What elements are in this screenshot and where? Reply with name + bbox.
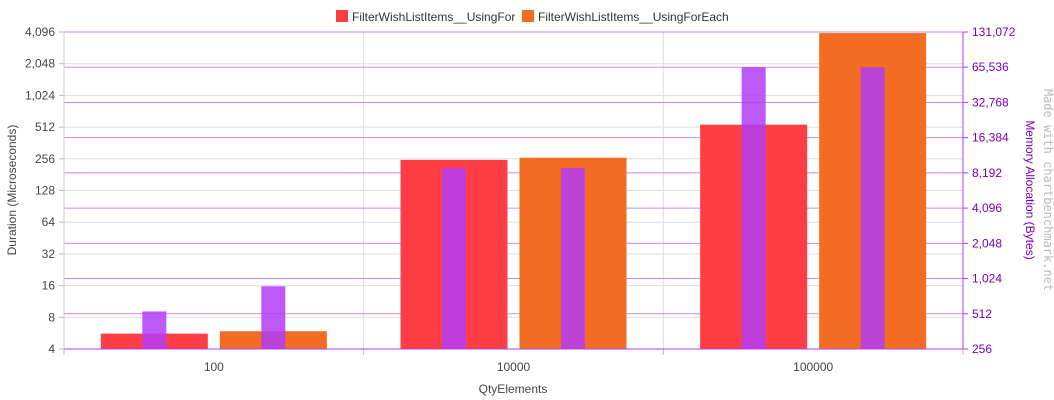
bars: [100, 33, 927, 350]
y-tick-label: 256: [35, 152, 55, 166]
x-tick-label: 10000: [497, 360, 531, 374]
y2-axis-title: Memory Allocation (Bytes): [1023, 120, 1037, 259]
watermark: Made with chartbenchmark.net: [1041, 89, 1054, 291]
y-tick-label: 2,048: [25, 57, 55, 71]
y2-tick-label: 1,024: [972, 272, 1002, 286]
y2-tick-label: 131,072: [972, 25, 1016, 39]
y2-tick-label: 32,768: [972, 95, 1009, 109]
legend-label-series-1[interactable]: FilterWishListItems__UsingFor: [352, 10, 515, 24]
memory-bar-series-2: [261, 286, 286, 349]
y2-tick-label: 8,192: [972, 166, 1002, 180]
y-tick-label: 8: [48, 310, 55, 324]
y-tick-label: 1,024: [25, 88, 55, 102]
x-tick-label: 100: [204, 360, 224, 374]
memory-bar-series-1: [741, 67, 766, 349]
y-tick-label: 4: [48, 342, 55, 356]
y2-tick-label: 16,384: [972, 131, 1009, 145]
y2-tick-label: 65,536: [972, 60, 1009, 74]
y2-tick-label: 512: [972, 307, 992, 321]
y2-tick-label: 4,096: [972, 201, 1002, 215]
y-tick-label: 16: [42, 279, 56, 293]
y2-tick-label: 256: [972, 342, 992, 356]
legend-swatch-series-1[interactable]: [336, 10, 348, 22]
y-axis-title: Duration (Microseconds): [5, 125, 19, 256]
legend: FilterWishListItems__UsingFor FilterWish…: [336, 10, 729, 24]
y-tick-label: 64: [42, 215, 56, 229]
memory-bar-series-2: [561, 168, 585, 349]
legend-swatch-series-2[interactable]: [522, 10, 534, 22]
memory-bar-series-1: [442, 168, 466, 349]
legend-label-series-2[interactable]: FilterWishListItems__UsingForEach: [538, 10, 729, 24]
y-tick-label: 512: [35, 120, 55, 134]
y-tick-label: 4,096: [25, 25, 55, 39]
y-tick-label: 32: [42, 247, 56, 261]
memory-bar-series-1: [142, 311, 167, 349]
y2-tick-label: 2,048: [972, 236, 1002, 250]
y-tick-label: 128: [35, 184, 55, 198]
memory-bar-series-2: [860, 67, 885, 349]
x-tick-label: 100000: [793, 360, 833, 374]
axes: 4 8 16 32 64 128 256 512 1,024 2,048 4,096 256 512 1,…: [25, 25, 1016, 374]
x-axis-title: QtyElements: [479, 382, 548, 396]
